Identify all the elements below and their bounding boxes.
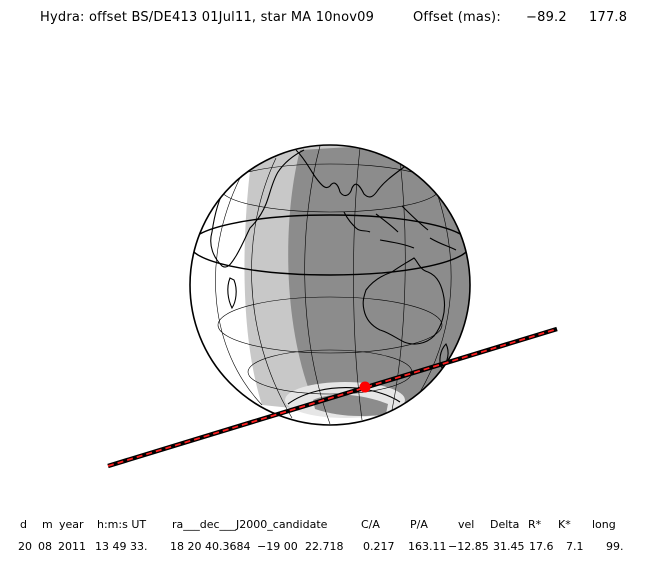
header-d: d [20,518,27,531]
meridian-line [353,147,363,421]
meridian-line [215,177,263,406]
value-m: 08 [38,540,52,553]
indonesia-outline [343,205,457,251]
occultation-point [359,381,371,393]
madagascar-outline [227,277,237,310]
header-delta: Delta [490,518,520,531]
value-pa: 163.11 [408,540,447,553]
value-delta: 31.45 [493,540,525,553]
header-hms: h:m:s UT [97,518,147,531]
offset-y-value: 177.8 [589,10,628,25]
header-kstar: K* [558,518,571,531]
value-dec-sec: 22.718 [305,540,344,553]
figure-title: Hydra: offset BS/DE413 01Jul11, star MA … [40,10,627,85]
value-kstar: 7.1 [566,540,584,553]
globe-shading [190,145,470,425]
meridian-line [251,157,293,419]
value-d: 20 [18,540,32,553]
parallel-line [217,296,443,354]
header-m: m [42,518,53,531]
globe-diagram [107,144,558,469]
asia-outline [295,149,421,198]
value-rstar: 17.6 [529,540,554,553]
meridian-line [304,145,331,425]
header-vel: vel [458,518,475,531]
value-dec: −19 00 [257,540,298,553]
value-vel: −12.85 [448,540,489,553]
header-long: long [592,518,616,531]
value-hms: 13 49 33. [95,540,148,553]
offset-x-value: −89.2 [526,10,567,25]
header-ca: C/A [361,518,380,531]
occultation-track [107,326,558,469]
value-year: 2011 [58,540,86,553]
value-long: 99. [606,540,624,553]
offset-label: Offset (mas): [413,10,501,25]
night-side [288,145,470,420]
track-dash [107,328,558,467]
header-rstar: R* [528,518,542,531]
value-ra: 18 20 40.3684 [170,540,251,553]
equator-line [190,214,470,276]
header-year: year [59,518,84,531]
data-table: d m year h:m:s UT ra___dec___J2000_candi… [0,514,645,564]
header-ra-dec: ra___dec___J2000_candidate [172,518,328,531]
title-label: Hydra: offset BS/DE413 01Jul11, star MA … [40,10,375,25]
australia-outline [362,257,446,345]
value-ca: 0.217 [363,540,395,553]
globe-limb [189,144,471,426]
header-pa: P/A [410,518,428,531]
